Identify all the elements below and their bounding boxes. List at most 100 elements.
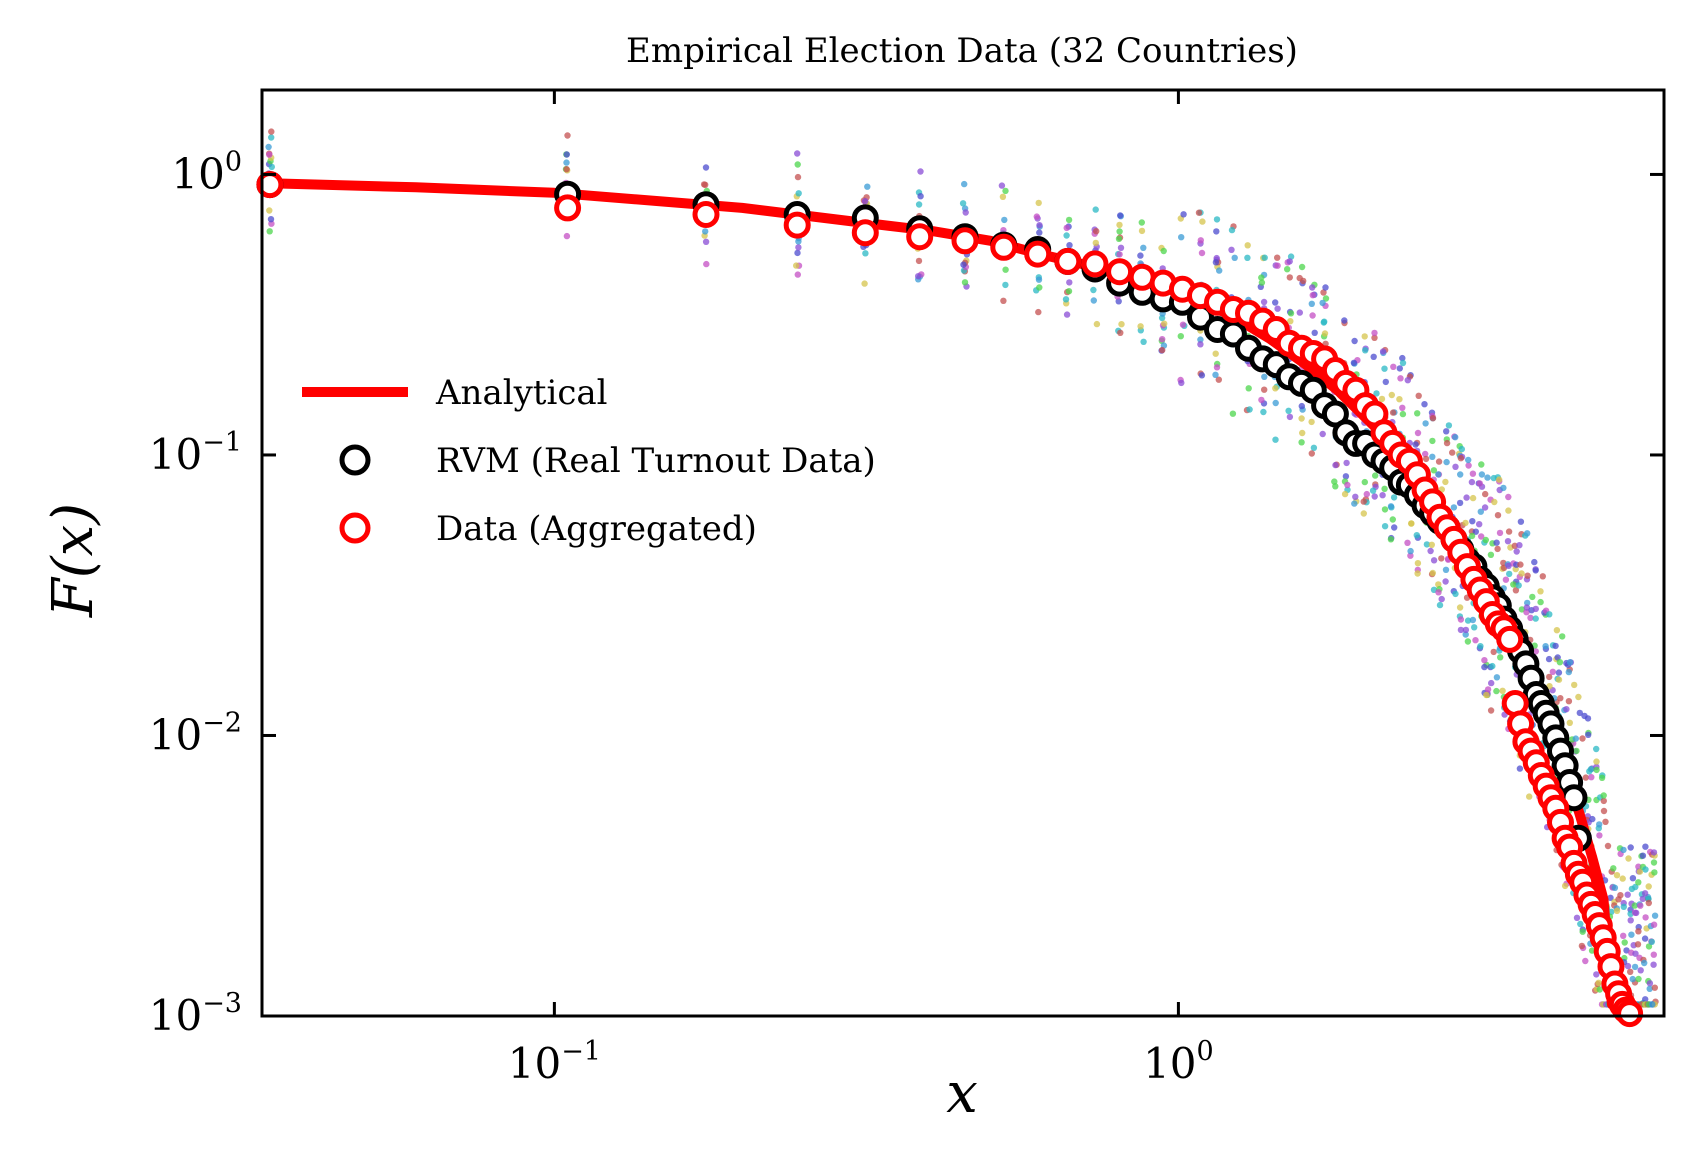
country-point — [1197, 336, 1204, 343]
country-point — [917, 193, 924, 200]
country-point — [1600, 792, 1607, 799]
country-point — [1650, 859, 1658, 866]
country-point — [1471, 624, 1478, 631]
country-point — [794, 150, 801, 157]
country-point — [1635, 863, 1642, 870]
country-point — [1604, 842, 1612, 850]
country-point — [1274, 262, 1281, 269]
country-point — [1035, 199, 1042, 207]
country-point — [1598, 774, 1606, 781]
country-point — [1593, 758, 1600, 765]
country-point — [1351, 500, 1358, 507]
country-point — [1499, 687, 1506, 694]
country-point — [1274, 305, 1281, 312]
country-point — [1361, 478, 1369, 486]
country-point — [1524, 599, 1531, 607]
country-point — [1602, 818, 1609, 825]
country-point — [1372, 472, 1379, 479]
data-point — [990, 233, 1018, 261]
country-point — [1429, 437, 1436, 445]
country-point — [1399, 404, 1406, 411]
country-point — [1116, 221, 1123, 229]
country-point — [1620, 903, 1628, 910]
country-point — [1484, 686, 1492, 693]
country-point — [1258, 396, 1265, 404]
country-point — [1245, 385, 1252, 392]
country-point — [1429, 415, 1437, 422]
country-point — [1512, 587, 1520, 594]
country-point — [1646, 980, 1654, 987]
country-point — [1639, 852, 1647, 859]
data-point — [906, 223, 934, 251]
country-point — [1639, 895, 1647, 903]
country-point — [1298, 402, 1306, 410]
country-point — [1613, 907, 1621, 914]
country-point — [1537, 598, 1544, 606]
country-point — [961, 180, 968, 188]
country-point — [1624, 962, 1632, 970]
country-point — [1198, 249, 1206, 257]
country-point — [1428, 541, 1436, 548]
country-point — [1430, 557, 1438, 564]
country-point — [1637, 902, 1644, 909]
country-point — [1617, 892, 1624, 899]
country-point — [1308, 450, 1316, 457]
country-point — [1504, 538, 1512, 545]
country-point — [1490, 648, 1497, 656]
country-point — [1379, 348, 1387, 355]
country-point — [1388, 391, 1396, 399]
country-point — [1199, 218, 1206, 225]
country-point — [1309, 292, 1317, 299]
country-point — [1063, 311, 1071, 318]
country-point — [1311, 329, 1318, 336]
country-point — [1651, 984, 1659, 991]
country-point — [915, 201, 923, 208]
x-tick-label: 100 — [1143, 1036, 1214, 1088]
country-point — [1483, 691, 1490, 699]
country-point — [1596, 986, 1604, 993]
country-point — [1593, 766, 1600, 774]
country-point — [1399, 410, 1407, 418]
country-point — [1571, 681, 1578, 689]
country-point — [1414, 410, 1421, 417]
country-point — [1573, 747, 1580, 755]
country-point — [960, 261, 967, 268]
country-point — [1505, 507, 1512, 514]
country-point — [1468, 478, 1476, 486]
country-point — [1396, 365, 1404, 372]
country-point — [1532, 567, 1539, 574]
country-point — [1555, 676, 1563, 683]
country-point — [1137, 252, 1144, 259]
country-point — [1298, 415, 1305, 422]
country-point — [1529, 593, 1536, 601]
country-point — [1627, 968, 1634, 975]
country-point — [1435, 581, 1442, 588]
country-point — [1391, 524, 1398, 531]
country-point — [1413, 532, 1421, 539]
country-point — [1065, 288, 1073, 295]
country-point — [265, 143, 272, 151]
country-point — [1261, 254, 1268, 261]
country-point — [1381, 506, 1389, 513]
country-point — [1244, 254, 1251, 261]
country-point — [1198, 372, 1206, 379]
country-point — [1646, 985, 1653, 992]
country-point — [1443, 428, 1450, 435]
country-point — [1642, 914, 1649, 921]
country-point — [1582, 957, 1589, 965]
country-point — [1502, 576, 1510, 583]
country-point — [1588, 947, 1596, 954]
country-point — [1518, 570, 1525, 577]
country-point — [1632, 883, 1639, 891]
country-point — [1387, 503, 1395, 510]
country-point — [1589, 815, 1596, 823]
country-point — [1092, 239, 1100, 247]
country-point — [702, 181, 709, 188]
country-point — [1642, 843, 1649, 850]
country-point — [1159, 346, 1166, 354]
country-point — [1397, 375, 1404, 382]
country-point — [1286, 274, 1294, 281]
country-point — [1516, 765, 1524, 772]
country-point — [1381, 365, 1388, 372]
country-point — [1179, 321, 1187, 328]
